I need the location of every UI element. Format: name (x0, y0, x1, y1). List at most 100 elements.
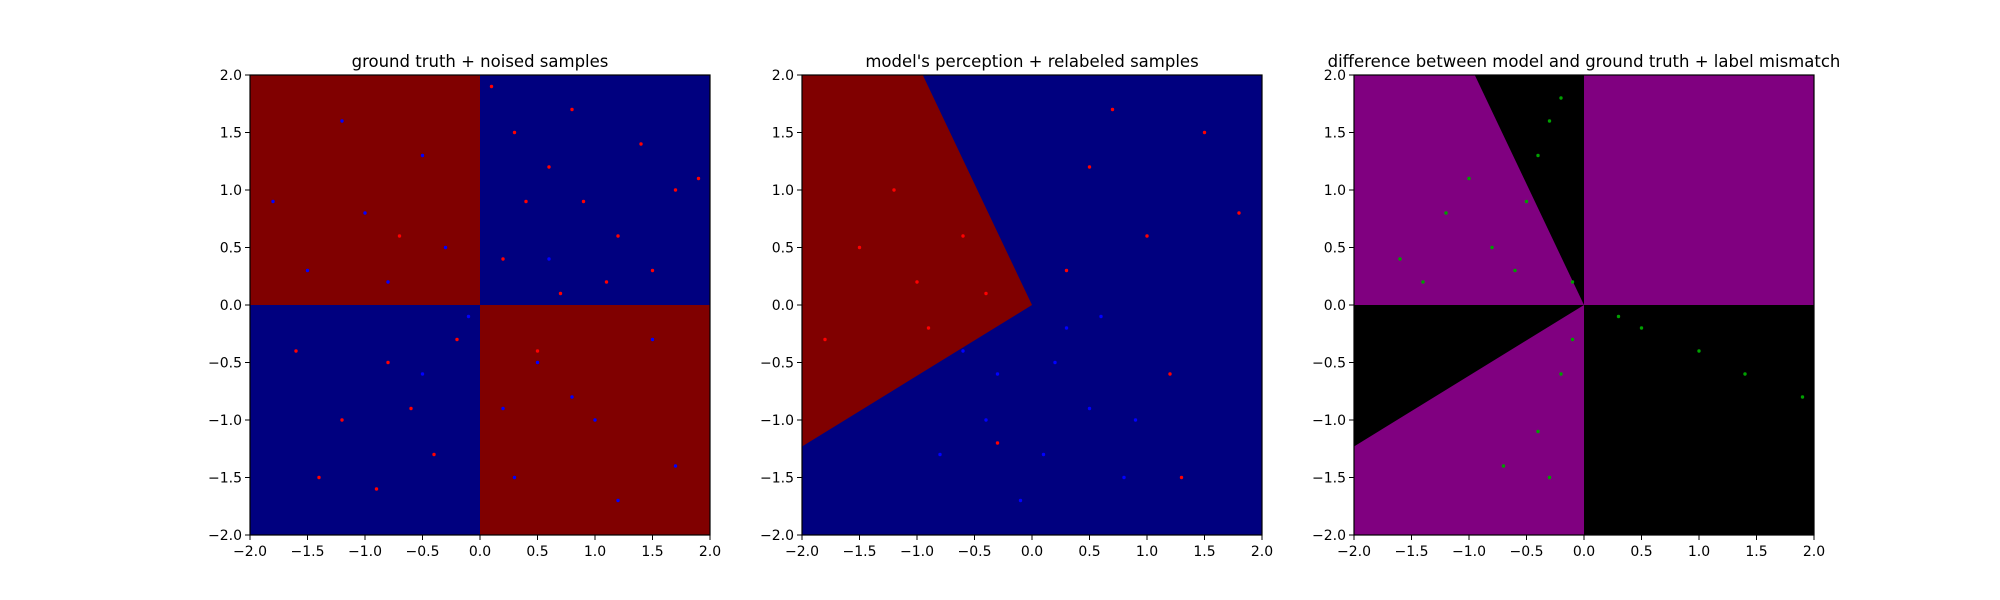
data-point-blue (1041, 452, 1046, 457)
points-layer (1398, 96, 1805, 480)
data-point-red (535, 349, 540, 353)
x-axis: −2.0 −1.5 −1.0 −0.5 0.0 0.5 1.0 1.5 2.0 (233, 535, 721, 560)
panel-title: difference between model and ground trut… (1328, 52, 1841, 71)
x-tick-label: 1.0 (584, 544, 606, 560)
y-tick-label: −0.5 (760, 356, 794, 372)
region-blue-top-right (480, 75, 710, 305)
x-tick-label: −1.0 (1452, 544, 1486, 560)
y-tick-label: 1.0 (1324, 183, 1346, 199)
data-point-blue (1053, 360, 1057, 365)
region-blue-bottom-left (250, 305, 480, 535)
data-point-blue (443, 245, 448, 250)
y-tick-label: 0.5 (1324, 241, 1346, 257)
y-tick-label: −0.5 (1312, 356, 1346, 372)
data-point-red (294, 349, 298, 353)
y-tick-label: −2.0 (208, 528, 242, 544)
data-point-green (1697, 349, 1701, 353)
data-point-green (1547, 475, 1552, 480)
x-tick-label: −0.5 (958, 544, 992, 560)
data-point-green (1444, 211, 1448, 215)
data-point-green (1501, 464, 1506, 468)
y-tick-label: 0.0 (772, 298, 794, 314)
data-point-blue (501, 406, 505, 411)
data-point-green (1639, 326, 1644, 330)
data-point-red (1145, 234, 1149, 238)
x-tick-label: 1.0 (1136, 544, 1158, 560)
data-point-blue (420, 372, 425, 376)
y-axis: −2.0 −1.5 −1.0 −0.5 0.0 0.5 1.0 1.5 2.0 (760, 68, 802, 544)
panel-1: ground truth + noised samples −2.0 −1.5 −1… (208, 52, 721, 560)
data-point-green (1559, 372, 1563, 376)
panel-title: ground truth + noised samples (352, 52, 609, 71)
data-point-green (1547, 119, 1552, 123)
data-point-red (524, 199, 528, 204)
data-point-red (1087, 165, 1092, 169)
x-tick-label: −0.5 (1510, 544, 1544, 560)
x-tick-label: −2.0 (233, 544, 267, 560)
data-point-red (857, 245, 862, 250)
y-axis: −2.0 −1.5 −1.0 −0.5 0.0 0.5 1.0 1.5 2.0 (208, 68, 250, 544)
region-black-left-wedge (1354, 305, 1584, 447)
y-tick-label: 2.0 (220, 68, 242, 84)
data-point-blue (616, 498, 620, 503)
data-point-green (1536, 153, 1540, 158)
y-tick-label: 0.5 (220, 241, 242, 257)
data-point-red (650, 268, 655, 273)
x-axis: −2.0 −1.5 −1.0 −0.5 0.0 0.5 1.0 1.5 2.0 (785, 535, 1273, 560)
data-point-red (639, 142, 643, 146)
y-tick-label: −1.0 (1312, 413, 1346, 429)
data-point-red (961, 234, 965, 238)
y-tick-label: −2.0 (760, 528, 794, 544)
data-point-red (1064, 268, 1069, 273)
data-point-green (1467, 176, 1471, 181)
y-tick-label: −1.0 (760, 413, 794, 429)
data-point-red (696, 176, 701, 181)
data-point-red (489, 84, 494, 89)
data-point-green (1536, 429, 1540, 434)
x-tick-label: 2.0 (1251, 544, 1273, 560)
y-tick-label: 1.5 (772, 126, 794, 142)
data-point-red (823, 337, 827, 342)
data-point-blue (1087, 406, 1092, 411)
data-point-red (915, 280, 919, 284)
region-red-top-left (250, 75, 480, 305)
data-point-blue (466, 314, 471, 319)
panel-2: model's perception + relabeled samples −… (760, 52, 1273, 560)
x-tick-label: 0.0 (1021, 544, 1043, 560)
x-tick-label: 2.0 (699, 544, 721, 560)
data-point-red (926, 326, 931, 330)
data-point-green (1570, 280, 1575, 284)
data-point-blue (1099, 314, 1103, 319)
data-point-red (892, 188, 896, 192)
data-point-blue (512, 475, 517, 480)
region-layer (802, 75, 1262, 535)
data-point-red (386, 360, 390, 365)
x-tick-label: 1.5 (1745, 544, 1767, 560)
data-point-blue (593, 418, 597, 422)
data-point-blue (340, 119, 344, 123)
x-tick-label: −0.5 (406, 544, 440, 560)
data-point-red (547, 165, 551, 169)
x-tick-label: −1.5 (843, 544, 877, 560)
data-point-red (616, 234, 620, 238)
data-point-red (984, 291, 988, 296)
data-point-blue (547, 257, 551, 261)
y-tick-label: −0.5 (208, 356, 242, 372)
region-black-bottom-right (1584, 305, 1814, 535)
data-point-red (604, 280, 609, 284)
y-tick-label: −1.0 (208, 413, 242, 429)
data-point-green (1490, 245, 1494, 250)
plot-area: −2.0 −1.5 −1.0 −0.5 0.0 0.5 1.0 1.5 2.0 −2.0 −1.5… (208, 68, 721, 560)
x-tick-label: 0.5 (1630, 544, 1652, 560)
y-tick-label: 1.0 (772, 183, 794, 199)
y-axis: −2.0 −1.5 −1.0 −0.5 0.0 0.5 1.0 1.5 2.0 (1312, 68, 1354, 544)
data-point-red (374, 487, 379, 491)
data-point-red (581, 199, 586, 204)
data-point-red (1168, 372, 1172, 376)
data-point-blue (650, 337, 655, 342)
x-tick-label: −2.0 (1337, 544, 1371, 560)
x-tick-label: −1.5 (291, 544, 325, 560)
data-point-blue (570, 395, 574, 399)
y-tick-label: 2.0 (1324, 68, 1346, 84)
panel-3: difference between model and ground trut… (1312, 52, 1840, 560)
